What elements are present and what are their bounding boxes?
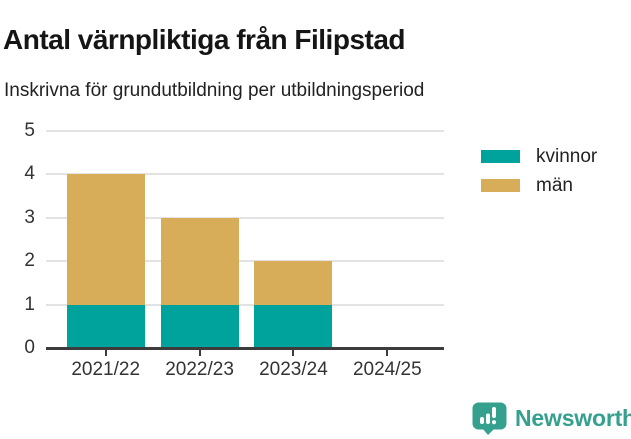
x-axis-tick <box>386 349 389 356</box>
legend-item-kvinnor: kvinnor <box>481 142 597 171</box>
x-axis-tick-label: 2023/24 <box>259 359 328 380</box>
legend-swatch-mn <box>481 179 520 192</box>
x-axis-tick <box>292 349 295 356</box>
y-axis-tick-label: 4 <box>24 163 35 185</box>
bar-segment-kvinnor <box>254 304 333 348</box>
y-axis-tick-label: 5 <box>24 120 35 141</box>
gridline <box>46 216 444 219</box>
gridline <box>46 173 444 176</box>
x-axis-line <box>46 346 444 350</box>
x-axis-tick <box>104 349 107 356</box>
newsworthy-wordmark: Newsworthy <box>515 405 631 431</box>
y-axis-tick-label: 1 <box>24 293 35 315</box>
bar-segment-kvinnor <box>160 304 239 348</box>
bar-segment-mn <box>254 261 333 305</box>
bar-segment-mn <box>160 217 239 305</box>
newsworthy-logo-icon <box>472 402 507 435</box>
legend-swatch-kvinnor <box>481 150 520 163</box>
chart-title: Antal värnpliktiga från Filipstad <box>3 23 406 55</box>
chart-subtitle: Inskrivna för grundutbildning per utbild… <box>4 80 425 101</box>
x-axis-tick <box>198 349 201 356</box>
gridline <box>46 303 444 306</box>
legend-label-mn: män <box>536 174 573 196</box>
y-axis-tick-label: 3 <box>24 206 35 228</box>
legend-label-kvinnor: kvinnor <box>536 145 598 167</box>
y-axis-tick-label: 2 <box>24 250 35 272</box>
legend-item-mn: män <box>481 171 597 200</box>
gridline <box>46 130 444 132</box>
x-axis-tick-label: 2022/23 <box>165 359 234 380</box>
y-axis-tick-label: 0 <box>24 337 35 358</box>
newsworthy-logo-link[interactable]: Newsworthy <box>472 402 631 435</box>
bar-segment-mn <box>66 174 145 305</box>
legend: kvinnor män <box>481 142 597 200</box>
bar-segment-kvinnor <box>66 304 145 348</box>
gridline <box>46 260 444 263</box>
x-axis-tick-label: 2024/25 <box>352 359 422 380</box>
x-axis-tick-label: 2021/22 <box>71 359 141 380</box>
